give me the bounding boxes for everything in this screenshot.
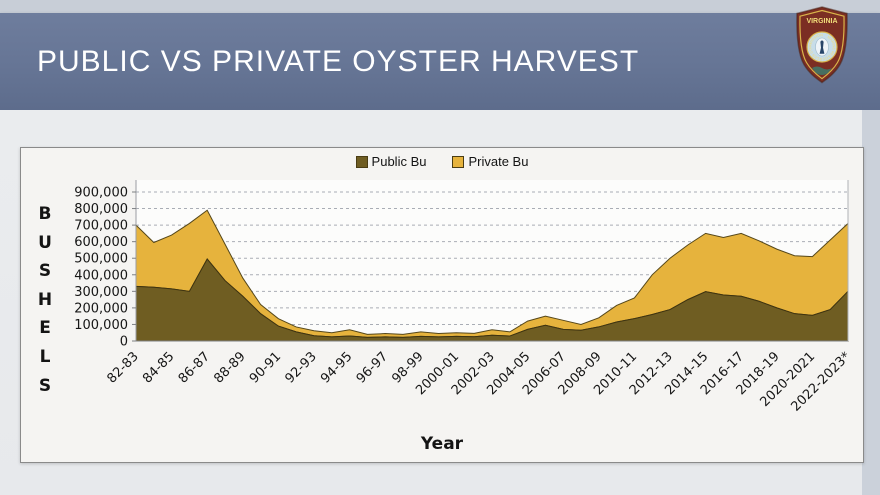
y-tick-label: 200,000 bbox=[74, 301, 128, 316]
legend-label-private: Private Bu bbox=[468, 154, 529, 169]
y-tick-label: 400,000 bbox=[74, 268, 128, 283]
legend-item-public: Public Bu bbox=[355, 154, 427, 169]
y-axis-title-letter: E bbox=[39, 318, 51, 339]
y-tick-label: 300,000 bbox=[74, 285, 128, 300]
logo-wave bbox=[812, 66, 832, 75]
x-tick-label: 96-97 bbox=[354, 349, 391, 386]
legend-swatch-public bbox=[355, 155, 368, 168]
y-tick-label: 100,000 bbox=[74, 318, 128, 333]
y-tick-label: 500,000 bbox=[74, 252, 128, 267]
logo-virginia-text: VIRGINIA bbox=[806, 18, 837, 25]
vmrc-logo: VIRGINIA MARINE RESOURCES COMMISSION bbox=[794, 6, 850, 84]
y-axis-title-letter: L bbox=[39, 346, 51, 367]
y-axis-title-letter: H bbox=[37, 289, 53, 310]
y-tick-label: 900,000 bbox=[74, 186, 128, 201]
y-axis-title-letter: U bbox=[38, 232, 52, 253]
y-tick-label: 0 bbox=[120, 335, 128, 350]
y-axis-title-letter: B bbox=[38, 204, 52, 224]
x-axis-title: Year bbox=[420, 434, 464, 454]
y-tick-label: 700,000 bbox=[74, 219, 128, 234]
x-tick-label: 90-91 bbox=[247, 349, 284, 386]
logo-figure bbox=[819, 40, 825, 54]
chart-card: 900,000 800,000 700,000 600,000 500,000 400,0… bbox=[20, 147, 864, 463]
y-tick-label: 800,000 bbox=[74, 202, 128, 217]
x-tick-label: 86-87 bbox=[176, 349, 213, 386]
window-top-strip bbox=[0, 0, 880, 13]
x-tick-label: 94-95 bbox=[318, 349, 355, 386]
right-edge-strip bbox=[862, 110, 880, 495]
x-tick-label: 88-89 bbox=[211, 349, 248, 386]
legend-swatch-private bbox=[452, 155, 465, 168]
y-axis-title-letter: S bbox=[38, 375, 52, 396]
x-tick-label: 92-93 bbox=[283, 349, 320, 386]
slide-header: PUBLIC VS PRIVATE OYSTER HARVEST bbox=[0, 13, 880, 110]
x-tick-label: 82-83 bbox=[105, 349, 142, 386]
y-axis-title-letter: S bbox=[38, 261, 52, 282]
page-title: PUBLIC VS PRIVATE OYSTER HARVEST bbox=[37, 44, 640, 78]
legend-item-private: Private Bu bbox=[452, 154, 528, 169]
x-tick-label: 84-85 bbox=[140, 349, 177, 386]
logo-shield-trim bbox=[799, 9, 845, 80]
y-tick-label: 600,000 bbox=[74, 235, 128, 250]
legend-label-public: Public Bu bbox=[371, 154, 427, 169]
chart-legend: Public Bu Private Bu bbox=[21, 154, 863, 169]
area-public bbox=[135, 258, 849, 342]
vmrc-logo-shield-icon: VIRGINIA MARINE RESOURCES COMMISSION bbox=[796, 6, 848, 84]
